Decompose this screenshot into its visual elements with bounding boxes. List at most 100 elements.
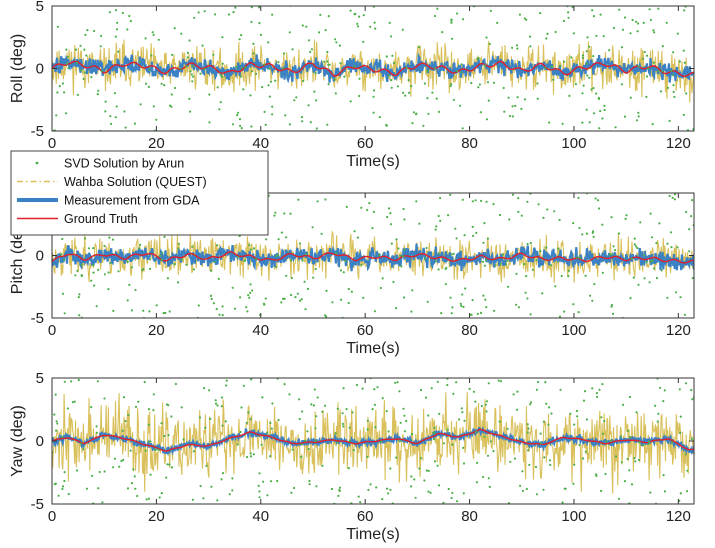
- svd-point: [599, 13, 602, 16]
- svd-point: [61, 435, 64, 438]
- svd-point: [334, 38, 337, 41]
- svd-point: [180, 406, 183, 409]
- svd-point: [315, 415, 318, 418]
- svd-point: [614, 126, 617, 129]
- svd-point: [93, 29, 96, 33]
- svd-point: [288, 31, 291, 34]
- svd-point: [559, 388, 562, 391]
- svd-point: [203, 387, 206, 390]
- svd-point: [638, 441, 641, 444]
- svd-point: [166, 277, 169, 280]
- svd-point: [191, 245, 194, 248]
- svd-point: [462, 305, 465, 308]
- svd-point: [136, 494, 139, 498]
- svd-point: [475, 481, 478, 484]
- svd-point: [221, 314, 224, 317]
- svd-point: [387, 492, 390, 495]
- series-group: [52, 193, 694, 321]
- svd-point: [114, 9, 118, 12]
- svd-point: [511, 115, 514, 118]
- svd-point: [408, 91, 411, 94]
- svd-point: [488, 485, 491, 488]
- svd-point: [209, 269, 213, 272]
- x-tick-label: 20: [148, 508, 165, 525]
- svd-point: [290, 276, 293, 280]
- svd-point: [515, 44, 519, 47]
- svd-point: [374, 426, 377, 429]
- svd-point: [177, 281, 180, 284]
- svd-point: [691, 199, 694, 202]
- svd-point: [623, 115, 627, 118]
- svd-point: [652, 29, 655, 32]
- x-tick-label: 80: [461, 322, 478, 339]
- svd-point: [545, 246, 548, 249]
- svd-point: [192, 450, 196, 453]
- svd-point: [160, 492, 163, 495]
- svd-point: [523, 98, 527, 101]
- svd-point: [108, 236, 111, 239]
- svd-point: [395, 307, 398, 310]
- svd-point: [331, 301, 334, 304]
- svd-point: [665, 21, 668, 24]
- svd-point: [343, 75, 346, 78]
- series-gda-line: [52, 243, 694, 272]
- svd-point: [126, 260, 129, 263]
- svd-point: [301, 410, 304, 413]
- svd-point: [173, 27, 176, 30]
- svd-point: [507, 96, 510, 99]
- svd-point: [517, 197, 520, 200]
- svd-point: [240, 127, 243, 130]
- y-tick-label: 5: [36, 370, 44, 387]
- svd-point: [529, 45, 532, 48]
- svd-point: [95, 431, 98, 434]
- svd-point: [83, 48, 86, 51]
- svd-point: [676, 32, 679, 35]
- svd-point: [261, 396, 264, 399]
- svd-point: [222, 2, 224, 4]
- svd-point: [336, 441, 339, 444]
- svd-point: [111, 238, 115, 241]
- svd-point: [647, 440, 651, 443]
- svd-point: [240, 66, 243, 69]
- svd-point: [657, 70, 660, 73]
- svd-point: [610, 216, 613, 219]
- svd-point: [529, 401, 533, 404]
- svd-point: [593, 112, 596, 115]
- svd-point: [439, 219, 442, 222]
- svd-point: [567, 11, 570, 14]
- svd-point: [598, 127, 601, 130]
- svd-point: [269, 421, 272, 425]
- svd-point: [592, 235, 595, 238]
- svd-point: [163, 235, 166, 238]
- svd-point: [507, 285, 510, 288]
- svd-point: [173, 86, 177, 90]
- svd-point: [563, 487, 566, 490]
- svd-point: [366, 208, 369, 212]
- svd-point: [541, 507, 543, 509]
- svd-point: [239, 430, 242, 434]
- x-tick-label: 60: [357, 508, 374, 525]
- svd-point: [291, 48, 294, 51]
- svd-point: [381, 397, 384, 400]
- svd-point: [628, 436, 632, 439]
- svd-point: [134, 487, 137, 490]
- svd-point: [126, 299, 129, 302]
- svd-point: [661, 375, 663, 377]
- svd-point: [485, 306, 488, 309]
- svd-point: [267, 84, 270, 87]
- svd-point: [252, 453, 255, 456]
- svd-point: [422, 373, 424, 375]
- svd-point: [192, 319, 194, 321]
- x-axis-title: Time(s): [346, 153, 400, 170]
- svd-point: [283, 297, 286, 300]
- svd-point: [568, 94, 571, 97]
- svd-point: [188, 110, 192, 113]
- svd-point: [588, 294, 592, 297]
- svd-point: [283, 52, 286, 55]
- svd-point: [673, 193, 677, 196]
- svd-point: [236, 114, 239, 117]
- svd-point: [60, 253, 63, 256]
- svd-point: [301, 24, 304, 27]
- svd-point: [376, 386, 379, 389]
- svd-point: [577, 196, 580, 199]
